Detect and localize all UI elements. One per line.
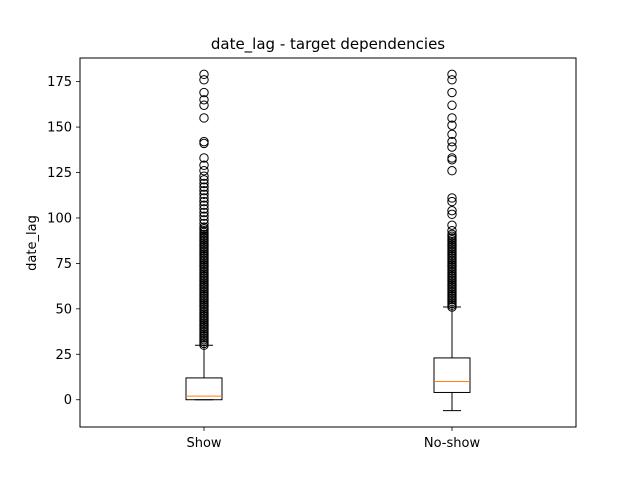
outlier-point xyxy=(447,100,457,110)
outlier-point xyxy=(199,171,209,181)
outlier-point xyxy=(447,153,457,163)
outlier-point xyxy=(199,136,209,147)
y-tick-label: 0 xyxy=(64,393,72,408)
outlier-point xyxy=(447,142,457,152)
y-tick-label: 125 xyxy=(47,166,72,181)
outlier-point xyxy=(447,75,457,85)
outlier-point xyxy=(199,200,209,210)
y-tick-label: 50 xyxy=(55,302,72,317)
outlier-point xyxy=(447,69,457,80)
outlier-point xyxy=(199,153,209,163)
outlier-point xyxy=(447,129,457,140)
outlier-point xyxy=(199,175,209,185)
outlier-point xyxy=(199,196,209,207)
y-tick-label: 25 xyxy=(55,348,72,363)
outlier-point xyxy=(199,189,209,200)
outlier-point xyxy=(199,165,209,176)
outlier-point xyxy=(447,165,457,176)
outlier-point xyxy=(199,75,209,85)
outlier-point xyxy=(199,185,209,196)
outlier-point xyxy=(199,193,209,203)
outlier-point xyxy=(199,100,209,110)
outlier-point xyxy=(447,193,457,203)
x-tick-label: Show xyxy=(186,436,221,451)
outlier-point xyxy=(199,113,209,123)
outlier-point xyxy=(199,69,209,80)
outlier-point xyxy=(199,215,209,225)
outlier-point xyxy=(447,220,457,230)
plot-area: 0 25 50 75 100 125 150 175 Show No-show xyxy=(47,57,577,451)
y-axis-title: date_lag xyxy=(25,215,40,271)
y-tick-label: 175 xyxy=(47,75,72,90)
y-tick-label: 100 xyxy=(47,211,72,226)
outlier-point xyxy=(199,218,209,229)
outlier-point xyxy=(199,138,209,149)
outlier-point xyxy=(447,225,457,236)
outlier-point xyxy=(447,155,457,165)
outlier-point xyxy=(199,160,209,170)
outlier-point xyxy=(447,136,457,147)
outlier-point xyxy=(199,87,209,98)
outlier-point xyxy=(447,205,457,216)
outlier-point xyxy=(199,204,209,214)
outlier-point xyxy=(447,196,457,207)
outlier-point xyxy=(199,95,209,105)
outlier-point xyxy=(447,113,457,123)
y-tick-label: 150 xyxy=(47,121,72,136)
chart-title: date_lag - target dependencies xyxy=(211,35,445,54)
box-iqr xyxy=(185,377,223,401)
y-tick-label: 75 xyxy=(55,257,72,272)
outlier-point xyxy=(447,120,457,130)
outlier-point xyxy=(199,222,209,232)
x-tick-label: No-show xyxy=(424,436,481,451)
outlier-point xyxy=(199,207,209,218)
outlier-point xyxy=(199,182,209,192)
outlier-point xyxy=(447,229,457,240)
outlier-point xyxy=(199,211,209,221)
outlier-point xyxy=(199,178,209,189)
outlier-point xyxy=(447,209,457,220)
box-iqr xyxy=(433,357,471,393)
outlier-point xyxy=(447,87,457,98)
plot-frame xyxy=(79,57,577,428)
